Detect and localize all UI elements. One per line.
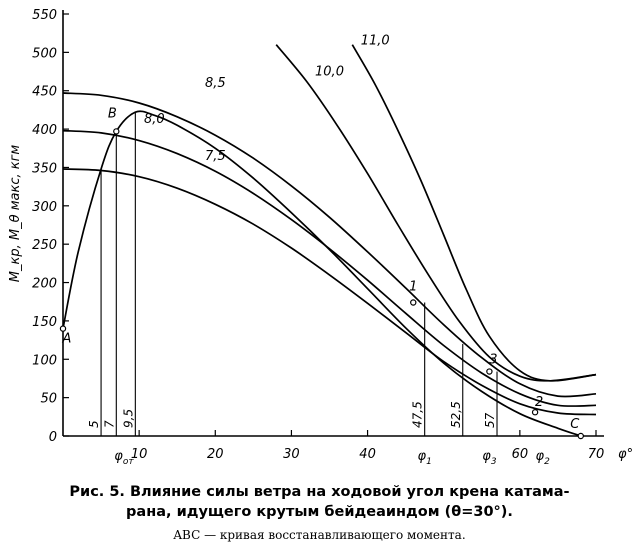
y-tick-label: 100 (32, 353, 57, 368)
point-label-2: 2 (535, 395, 543, 410)
series-line-11-0 (351, 44, 597, 382)
phi-label: φот (114, 449, 134, 467)
y-tick-label: 450 (32, 85, 57, 100)
series-label: 11,0 (361, 34, 390, 49)
series-line-10-0 (275, 44, 597, 382)
point-marker (59, 325, 67, 332)
series-line-8-0 (62, 129, 597, 407)
point-label-A: A (62, 332, 72, 347)
point-label-1: 1 (409, 279, 417, 294)
point-label-B: B (108, 106, 117, 121)
y-tick-label: 0 (49, 430, 57, 445)
drop-line-label: 9,5 (121, 409, 135, 428)
x-tick-label: 40 (359, 447, 376, 462)
x-tick-label: 30 (283, 447, 300, 462)
chart: 0 50 100 150 200 250 300 350 400 450 500 550 10 20 30 4… (8, 8, 633, 467)
x-axis-title: φ° (618, 447, 633, 462)
phi-label: φ2 (536, 449, 551, 467)
phi-label: φ3 (482, 449, 497, 467)
y-tick-label: 550 (32, 8, 57, 23)
point-marker (113, 128, 120, 135)
y-tick-label: 200 (32, 277, 57, 292)
series-label: 8,0 (144, 112, 165, 127)
drop-line-label: 52,5 (449, 401, 463, 428)
drop-line-label: 5 (87, 420, 101, 428)
point-marker (410, 299, 417, 306)
drop-line-label: 7 (102, 420, 116, 428)
series-label: 8,5 (205, 76, 226, 91)
caption-line-2: рана, идущего крутым бейдеаиндом (θ=30°)… (126, 504, 513, 520)
y-tick-label: 500 (32, 46, 57, 61)
x-tick-label: 20 (207, 447, 224, 462)
y-tick-label: 50 (40, 392, 57, 407)
y-tick-label: 400 (32, 123, 57, 138)
series-label: 7,5 (205, 149, 226, 164)
series-label: 10,0 (315, 64, 344, 79)
y-axis-title: M_кр, M_θ макс, кгм (8, 145, 23, 283)
phi-label: φ1 (418, 449, 432, 467)
point-marker (531, 409, 539, 416)
point-label-C: C (570, 417, 580, 432)
point-marker (486, 368, 493, 375)
y-tick-label: 300 (32, 200, 57, 215)
y-tick-label: 250 (32, 238, 57, 253)
y-tick-label: 150 (32, 315, 57, 330)
series-line-7-5 (62, 168, 597, 416)
drop-line-label: 57 (483, 412, 497, 428)
point-marker (577, 432, 584, 440)
drop-line-label: 47,5 (411, 401, 425, 428)
caption-line-1: Рис. 5. Влияние силы ветра на ходовой уг… (69, 484, 570, 500)
restoring-curve (62, 110, 582, 437)
caption-subtitle: ABC — кривая восстанавливающего момента. (173, 528, 466, 542)
x-tick-label: 70 (588, 447, 605, 462)
figure-caption: Рис. 5. Влияние силы ветра на ходовой уг… (0, 482, 639, 522)
x-tick-label: 60 (512, 447, 529, 462)
series-line-8-5 (62, 92, 597, 398)
point-label-3: 3 (489, 353, 497, 368)
y-tick-label: 350 (32, 161, 57, 176)
x-tick-label: 10 (131, 447, 148, 462)
